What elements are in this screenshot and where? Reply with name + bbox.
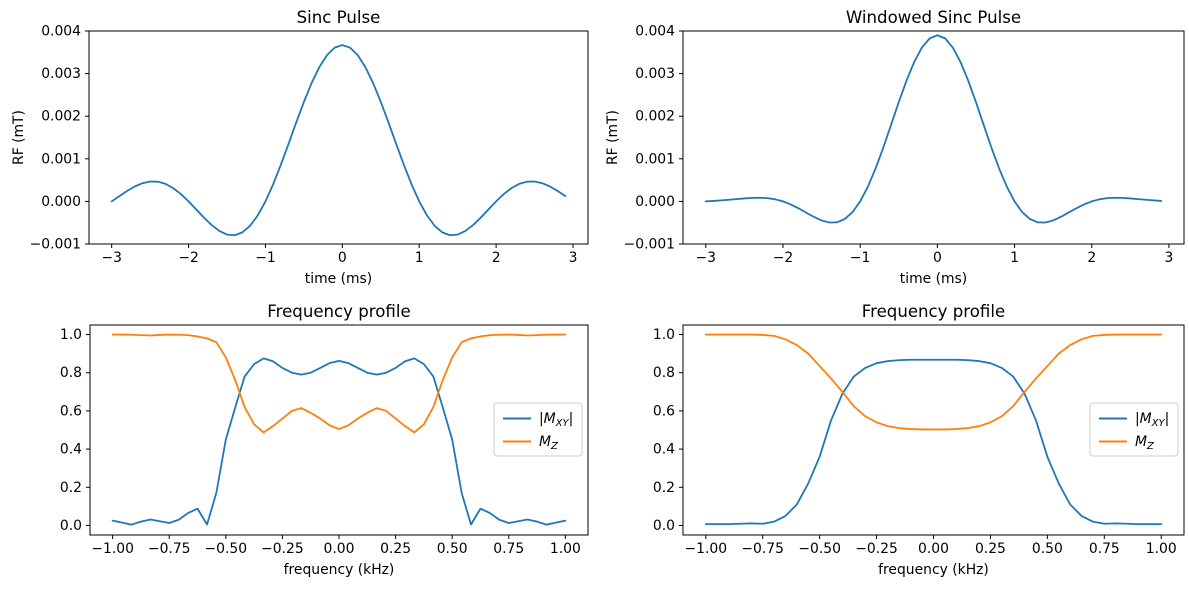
chart-title: Frequency profile xyxy=(862,302,1005,321)
y-tick-label: 0.000 xyxy=(41,194,81,210)
x-tick-label: 0.75 xyxy=(1089,541,1120,557)
x-tick-label: 0.50 xyxy=(437,541,468,557)
y-tick-label: −0.001 xyxy=(30,237,81,253)
x-axis-label: frequency (kHz) xyxy=(878,562,989,578)
legend-entry: |MXY| xyxy=(1099,411,1169,429)
x-tick-label: 0 xyxy=(338,250,347,266)
x-tick-label: −2 xyxy=(773,250,793,266)
y-tick-label: 0.6 xyxy=(60,403,82,419)
subplot-windowed-sinc-pulse: −3 −2 −1 0 1 2 3 −0.001 0.000 0.001 0.002 0.003 0.00… xyxy=(605,8,1185,287)
chart-title: Sinc Pulse xyxy=(297,8,381,27)
x-tick-label: 1 xyxy=(415,250,424,266)
y-tick-label: 0.003 xyxy=(41,66,81,82)
y-tick-label: 0.6 xyxy=(653,403,675,419)
x-tick-label: 1 xyxy=(1010,250,1019,266)
axes-frame xyxy=(682,30,1185,245)
y-tick-label: 0.000 xyxy=(635,194,675,210)
x-tick-label: −1 xyxy=(255,250,275,266)
y-tick-label: 0.4 xyxy=(60,442,82,458)
y-tick-label: −0.001 xyxy=(624,237,675,253)
y-axis-label: RF (mT) xyxy=(605,110,621,165)
legend-box xyxy=(1089,402,1179,457)
subplot-sinc-pulse: −3 −2 −1 0 1 2 3 −0.001 0.000 0.001 0.002 0.003 0.00… xyxy=(11,8,589,287)
legend-label: MZ xyxy=(1135,434,1155,452)
x-tick-label: −0.25 xyxy=(855,541,898,557)
y-tick-label: 0.0 xyxy=(60,518,82,534)
x-axis-label: time (ms) xyxy=(900,271,967,287)
x-axis-label: frequency (kHz) xyxy=(284,562,395,578)
y-tick-label: 1.0 xyxy=(653,327,675,343)
x-tick-label: −0.75 xyxy=(148,541,191,557)
x-tick-label: 0 xyxy=(933,250,942,266)
x-tick-label: −0.75 xyxy=(741,541,784,557)
x-tick-label: 2 xyxy=(1087,250,1096,266)
chart-title: Windowed Sinc Pulse xyxy=(846,8,1021,27)
x-tick-label: 0.75 xyxy=(493,541,524,557)
series-line-mz xyxy=(704,333,1163,431)
legend: |MXY| MZ xyxy=(493,402,583,457)
x-tick-label: 3 xyxy=(1165,250,1174,266)
legend-entry: |MXY| xyxy=(503,411,573,429)
y-tick-label: 0.004 xyxy=(635,24,675,40)
y-tick-label: 0.2 xyxy=(60,480,82,496)
y-tick-label: 0.2 xyxy=(653,480,675,496)
legend-label: MZ xyxy=(539,434,559,452)
y-tick-label: 0.001 xyxy=(41,151,81,167)
x-tick-label: 0.00 xyxy=(324,541,355,557)
y-tick-label: 0.002 xyxy=(635,109,675,125)
x-tick-label: 0.25 xyxy=(975,541,1006,557)
y-tick-label: 0.8 xyxy=(653,365,675,381)
x-tick-label: 1.00 xyxy=(1146,541,1177,557)
series-line-mxy xyxy=(111,357,567,526)
x-tick-label: −0.25 xyxy=(261,541,304,557)
x-tick-label: 2 xyxy=(492,250,501,266)
subplot-frequency-profile-sinc: −1.00 −0.75 −0.50 −0.25 0.00 0.25 0.50 0.75 1.00… xyxy=(60,302,589,578)
x-tick-label: −3 xyxy=(696,250,716,266)
series-line-rfamplitude xyxy=(704,34,1163,224)
x-tick-label: 0.50 xyxy=(1032,541,1063,557)
x-tick-label: −1 xyxy=(850,250,870,266)
x-tick-label: −3 xyxy=(101,250,121,266)
y-tick-label: 0.0 xyxy=(653,518,675,534)
x-tick-label: −1.00 xyxy=(91,541,134,557)
y-tick-label: 0.8 xyxy=(60,365,82,381)
y-tick-label: 1.0 xyxy=(60,327,82,343)
legend-entry: MZ xyxy=(503,434,559,452)
legend-entry: MZ xyxy=(1099,434,1155,452)
x-tick-label: 1.00 xyxy=(550,541,581,557)
x-tick-label: 0.00 xyxy=(918,541,949,557)
y-tick-label: 0.001 xyxy=(635,151,675,167)
x-tick-label: −1.00 xyxy=(684,541,727,557)
legend-label: |MXY| xyxy=(1135,411,1169,429)
chart-title: Frequency profile xyxy=(267,302,410,321)
x-tick-label: 3 xyxy=(569,250,578,266)
series-line-mxy xyxy=(704,358,1163,526)
x-tick-label: −0.50 xyxy=(205,541,248,557)
y-tick-label: 0.003 xyxy=(635,66,675,82)
legend-label: |MXY| xyxy=(539,411,573,429)
y-tick-label: 0.004 xyxy=(41,24,81,40)
x-tick-label: −2 xyxy=(178,250,198,266)
legend-box xyxy=(493,402,583,457)
x-axis-label: time (ms) xyxy=(305,271,372,287)
legend: |MXY| MZ xyxy=(1089,402,1179,457)
y-tick-label: 0.4 xyxy=(653,442,675,458)
y-tick-label: 0.002 xyxy=(41,109,81,125)
x-tick-label: 0.25 xyxy=(380,541,411,557)
series-line-rfamplitude xyxy=(110,44,567,237)
axes-frame xyxy=(88,30,589,245)
series-line-mz xyxy=(111,333,567,434)
subplot-frequency-profile-windowed: −1.00 −0.75 −0.50 −0.25 0.00 0.25 0.50 0.75 1.00… xyxy=(653,302,1185,578)
y-axis-label: RF (mT) xyxy=(11,110,27,165)
x-tick-label: −0.50 xyxy=(798,541,841,557)
